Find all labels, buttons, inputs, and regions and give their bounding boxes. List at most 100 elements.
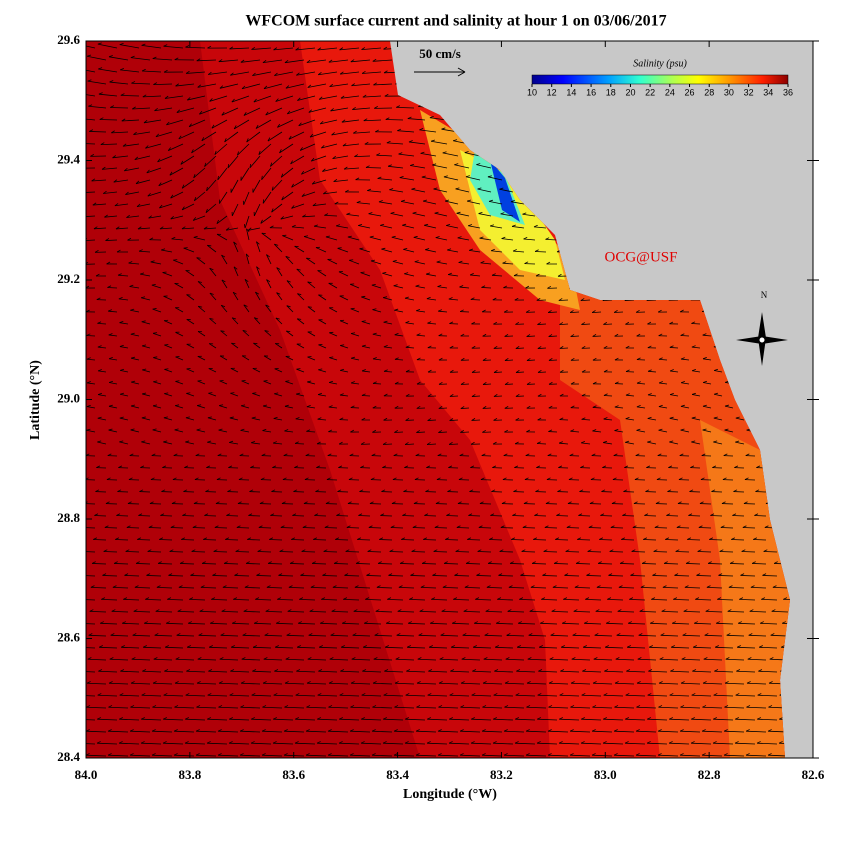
vector bbox=[620, 563, 634, 564]
vector bbox=[566, 551, 579, 552]
vector bbox=[604, 395, 612, 396]
vector bbox=[577, 539, 590, 540]
colorbar-label: Salinity (psu) bbox=[633, 58, 687, 69]
vector-head bbox=[78, 622, 82, 624]
vector bbox=[643, 539, 656, 540]
vector bbox=[554, 563, 568, 564]
x-tick-label: 84.0 bbox=[75, 767, 98, 782]
vector bbox=[107, 287, 117, 288]
x-tick-label: 83.2 bbox=[490, 767, 513, 782]
vector bbox=[390, 551, 403, 552]
vector-head bbox=[81, 191, 84, 193]
vector bbox=[642, 563, 656, 564]
vector-head bbox=[286, 331, 290, 332]
x-tick-label: 83.8 bbox=[178, 767, 201, 782]
vector bbox=[510, 563, 524, 564]
vector bbox=[489, 539, 502, 540]
x-tick-label: 83.0 bbox=[594, 767, 617, 782]
vector bbox=[488, 563, 502, 564]
x-axis-label: Longitude (°W) bbox=[403, 787, 497, 802]
vector bbox=[104, 551, 117, 552]
vector bbox=[544, 551, 557, 552]
vector bbox=[466, 563, 480, 564]
y-tick-label: 29.2 bbox=[57, 271, 80, 286]
x-tick-label: 82.6 bbox=[802, 767, 825, 782]
vector bbox=[214, 551, 227, 552]
vector-head bbox=[231, 343, 235, 344]
x-tick-label: 83.4 bbox=[386, 767, 409, 782]
vector bbox=[334, 563, 348, 564]
colorbar-tick-label: 24 bbox=[665, 87, 675, 97]
vector bbox=[764, 551, 777, 552]
vector bbox=[423, 539, 436, 540]
vector bbox=[236, 551, 249, 552]
vector bbox=[246, 563, 260, 564]
vector bbox=[313, 539, 326, 540]
vector bbox=[467, 539, 480, 540]
vector bbox=[478, 551, 491, 552]
vector bbox=[621, 539, 634, 540]
vector bbox=[698, 551, 711, 552]
vector bbox=[268, 563, 282, 564]
vector-head bbox=[349, 260, 353, 261]
vector bbox=[224, 563, 238, 564]
vector bbox=[752, 563, 766, 564]
vector bbox=[742, 551, 755, 552]
vector bbox=[290, 563, 304, 564]
vector bbox=[82, 551, 95, 552]
vector bbox=[346, 551, 359, 552]
vector bbox=[115, 539, 128, 540]
x-tick-label: 82.8 bbox=[698, 767, 721, 782]
vector bbox=[665, 539, 678, 540]
vector-head bbox=[351, 308, 355, 309]
vector-head bbox=[184, 248, 188, 249]
vector bbox=[170, 551, 183, 552]
vector bbox=[114, 563, 128, 564]
vector-head bbox=[262, 233, 266, 234]
colorbar-tick-label: 16 bbox=[586, 87, 596, 97]
vector-head bbox=[308, 307, 312, 308]
vector bbox=[709, 539, 722, 540]
vector bbox=[291, 539, 304, 540]
vector bbox=[202, 563, 216, 564]
y-tick-label: 29.4 bbox=[57, 151, 80, 166]
vector-head bbox=[264, 381, 268, 382]
colorbar-tick-label: 26 bbox=[685, 87, 695, 97]
y-tick-label: 28.6 bbox=[57, 629, 80, 644]
y-tick-label: 28.8 bbox=[57, 510, 80, 525]
vector bbox=[247, 539, 260, 540]
colorbar-tick-label: 36 bbox=[783, 87, 793, 97]
vector bbox=[686, 563, 700, 564]
vector bbox=[148, 551, 161, 552]
vector bbox=[379, 539, 392, 540]
vector bbox=[681, 335, 689, 336]
title: WFCOM surface current and salinity at ho… bbox=[245, 13, 666, 30]
colorbar-tick-label: 18 bbox=[606, 87, 616, 97]
vector bbox=[676, 551, 689, 552]
colorbar-tick-label: 32 bbox=[744, 87, 754, 97]
vector bbox=[302, 551, 315, 552]
vector-head bbox=[79, 142, 83, 144]
vector-head bbox=[76, 693, 80, 695]
vector bbox=[181, 539, 194, 540]
vector bbox=[511, 539, 524, 540]
vector bbox=[378, 563, 392, 564]
vector bbox=[158, 563, 172, 564]
vector bbox=[100, 119, 117, 120]
vector-head bbox=[77, 646, 81, 648]
vector-head bbox=[80, 166, 83, 168]
vector bbox=[401, 539, 414, 540]
vector bbox=[537, 443, 546, 444]
vector bbox=[632, 551, 645, 552]
scale-label: 50 cm/s bbox=[419, 46, 461, 61]
vector bbox=[522, 551, 535, 552]
vector bbox=[335, 539, 348, 540]
credit: OCG@USF bbox=[604, 249, 677, 265]
vector bbox=[654, 551, 667, 552]
colorbar-tick-label: 34 bbox=[763, 87, 773, 97]
vector bbox=[366, 167, 381, 168]
vector bbox=[180, 563, 194, 564]
y-tick-label: 28.4 bbox=[57, 749, 80, 764]
vector bbox=[555, 539, 568, 540]
vector bbox=[203, 539, 216, 540]
